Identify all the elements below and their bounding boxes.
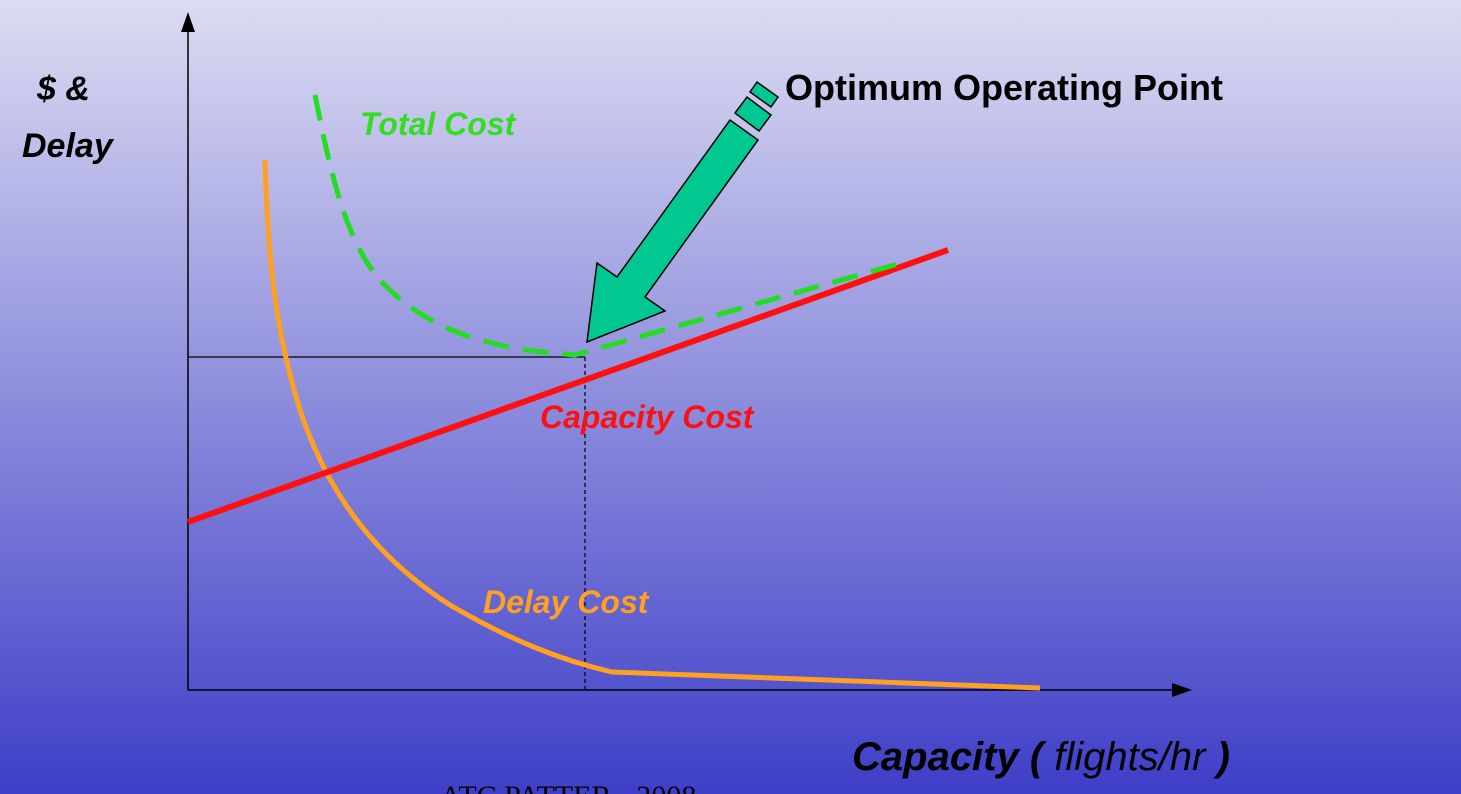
capacity-cost-line: [186, 247, 950, 525]
arrow-tail: [748, 80, 780, 109]
capacity-cost-label: Capacity Cost: [540, 399, 755, 435]
footer: ATC PATTER - 2008: [440, 780, 696, 794]
y-axis-arrow: [181, 12, 195, 32]
delay-cost-label: Delay Cost: [483, 584, 650, 620]
x-axis-label: Capacity ( flights/hr ): [852, 735, 1230, 779]
optimum-arrow: [586, 118, 760, 344]
y-axis-label: $ &: [36, 70, 90, 108]
arrow-tail: [733, 95, 773, 133]
x-axis-label-unit: flights/hr: [1054, 735, 1207, 779]
delay-cost-curve: [262, 159, 1041, 691]
total-cost-label: Total Cost: [360, 106, 517, 142]
x-axis-arrow: [1172, 683, 1192, 697]
x-axis-label-close: ): [1213, 735, 1230, 779]
y-axis-label: Delay: [22, 127, 115, 165]
x-axis-label-main: Capacity (: [852, 735, 1048, 779]
annotation: Optimum Operating Point: [785, 67, 1223, 108]
